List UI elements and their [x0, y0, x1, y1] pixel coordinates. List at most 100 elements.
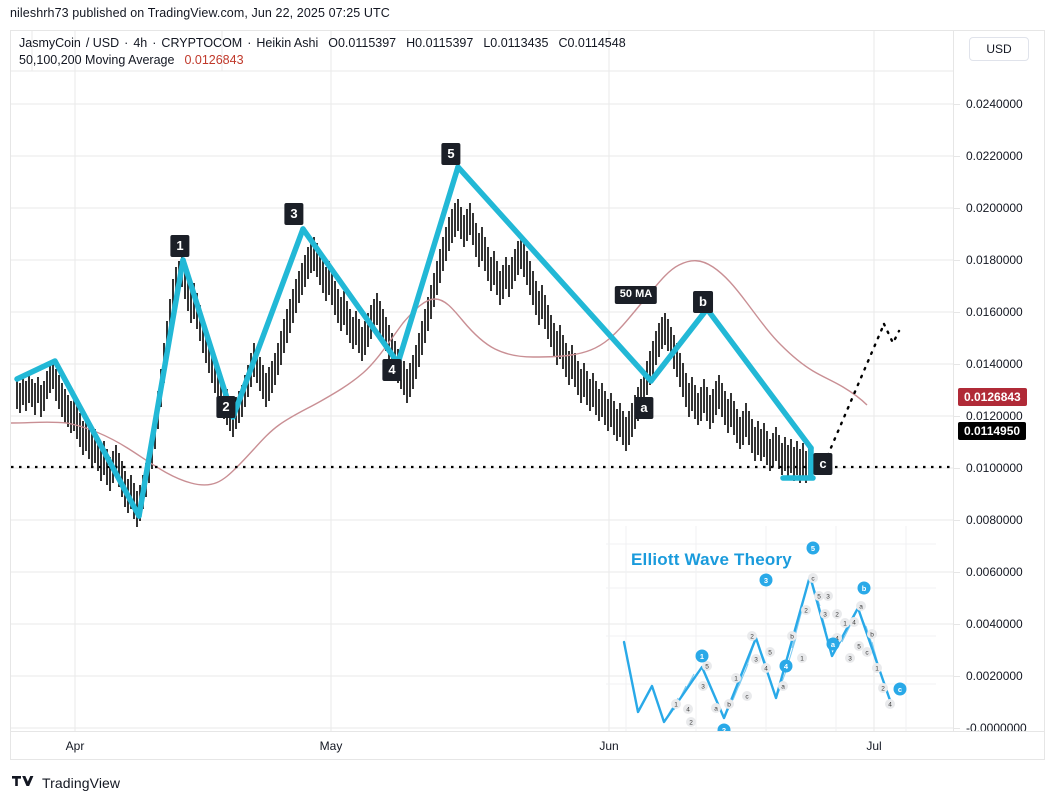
y-axis-label: 0.0100000 — [966, 461, 1023, 475]
chart-frame: JasmyCoin / USD · 4h · CRYPTOCOM · Heikin Ashi O… — [10, 30, 1045, 760]
x-axis-label: Jun — [599, 739, 619, 753]
wave-leg-2 — [180, 257, 236, 420]
published-byline: nileshrh73 published on TradingView.com,… — [10, 6, 390, 20]
svg-text:4: 4 — [835, 636, 839, 643]
y-tick — [954, 520, 960, 521]
tradingview-logo-icon — [12, 776, 36, 790]
elliott-wave-theory-inset: Elliott Wave Theory — [606, 526, 936, 731]
price-candles — [16, 199, 813, 527]
currency-badge[interactable]: USD — [969, 37, 1029, 61]
ma-price-tag[interactable]: 0.0126843 — [958, 388, 1027, 406]
wave-leg-4 — [300, 226, 401, 366]
projection-path — [819, 322, 901, 473]
svg-text:1: 1 — [800, 656, 804, 663]
inset-primary-labels: 1 2 3 4 5 a b c — [695, 541, 907, 731]
svg-text:b: b — [727, 702, 731, 709]
svg-text:2: 2 — [750, 634, 754, 641]
svg-text:2: 2 — [804, 608, 808, 615]
svg-text:2: 2 — [722, 726, 726, 731]
y-tick — [954, 364, 960, 365]
x-axis-label: Apr — [65, 739, 85, 753]
plot-area[interactable]: 1 2 3 4 5 a b c 50 MA Elliott Wave Theor… — [11, 31, 953, 731]
wave-leg-5 — [395, 164, 461, 366]
y-tick — [954, 416, 960, 417]
price-scale[interactable]: 0.0240000 0.0220000 0.0200000 0.0180000 … — [953, 31, 1044, 735]
time-scale[interactable]: Apr May Jun Jul — [11, 731, 1044, 759]
svg-text:b: b — [862, 584, 867, 593]
y-tick — [954, 156, 960, 157]
wave-label-1[interactable]: 1 — [170, 235, 190, 257]
x-axis-label: May — [319, 739, 343, 753]
wave-label-c[interactable]: c — [813, 453, 833, 475]
y-tick — [954, 260, 960, 261]
y-tick — [954, 624, 960, 625]
svg-text:3: 3 — [848, 656, 852, 663]
y-axis-label: 0.0160000 — [966, 305, 1023, 319]
svg-text:c: c — [898, 685, 902, 694]
inset-canvas: 12 34 5a b1 c2 34 5a b1 2c 53 32 41 43 5… — [606, 526, 936, 731]
y-axis-label: 0.0060000 — [966, 565, 1023, 579]
footer: TradingView — [12, 775, 120, 791]
svg-text:3: 3 — [701, 684, 705, 691]
svg-text:a: a — [859, 604, 863, 611]
wave-label-5[interactable]: 5 — [441, 143, 461, 165]
svg-text:3: 3 — [764, 576, 768, 585]
svg-text:2: 2 — [881, 686, 885, 693]
moving-average-line — [11, 260, 868, 486]
wave-leg-3 — [230, 226, 306, 420]
svg-text:5: 5 — [817, 594, 821, 601]
y-axis-label: 0.0200000 — [966, 201, 1023, 215]
wave-label-3[interactable]: 3 — [284, 203, 304, 225]
svg-text:a: a — [781, 684, 785, 691]
y-tick — [954, 468, 960, 469]
y-tick — [954, 676, 960, 677]
ma-label-50[interactable]: 50 MA — [614, 286, 658, 304]
tradingview-brand-label: TradingView — [42, 775, 121, 791]
wave-label-a[interactable]: a — [634, 397, 654, 419]
svg-text:3: 3 — [826, 594, 830, 601]
svg-text:4: 4 — [784, 662, 789, 671]
svg-text:1: 1 — [843, 621, 847, 628]
wave-label-2[interactable]: 2 — [216, 396, 236, 418]
last-price-tag[interactable]: 0.0114950 — [958, 422, 1027, 440]
svg-text:2: 2 — [835, 612, 839, 619]
svg-text:5: 5 — [705, 664, 709, 671]
svg-text:1: 1 — [674, 702, 678, 709]
svg-text:c: c — [811, 576, 815, 583]
svg-text:c: c — [865, 650, 869, 657]
svg-text:5: 5 — [768, 650, 772, 657]
svg-text:3: 3 — [823, 612, 827, 619]
y-tick — [954, 728, 960, 729]
y-axis-label: 0.0040000 — [966, 617, 1023, 631]
svg-text:a: a — [714, 706, 718, 713]
svg-text:c: c — [745, 694, 749, 701]
inset-sub-labels: 12 34 5a b1 c2 34 5a b1 2c 53 32 41 43 5… — [671, 573, 895, 727]
wave-c-arrow — [780, 445, 816, 481]
svg-text:1: 1 — [700, 652, 704, 661]
svg-text:4: 4 — [888, 702, 892, 709]
svg-text:2: 2 — [689, 720, 693, 727]
y-tick — [954, 104, 960, 105]
svg-text:5: 5 — [811, 544, 815, 553]
wave-label-b[interactable]: b — [693, 291, 713, 313]
y-axis-label: 0.0120000 — [966, 409, 1023, 423]
wave-leg-start — [14, 358, 142, 519]
svg-text:b: b — [870, 632, 874, 639]
y-axis-label: 0.0180000 — [966, 253, 1023, 267]
y-tick — [954, 208, 960, 209]
x-axis-label: Jul — [866, 739, 882, 753]
wave-leg-b — [648, 306, 710, 384]
svg-text:3: 3 — [754, 657, 758, 664]
y-axis-label: 0.0020000 — [966, 669, 1023, 683]
y-tick — [954, 572, 960, 573]
vertical-gridlines — [74, 31, 875, 731]
elliott-wave-overlay[interactable] — [14, 164, 816, 519]
wave-leg-c — [704, 306, 814, 451]
svg-text:b: b — [790, 634, 794, 641]
wave-label-4[interactable]: 4 — [382, 359, 402, 381]
svg-text:5: 5 — [857, 644, 861, 651]
wave-leg-1 — [136, 257, 186, 519]
y-axis-label: 0.0140000 — [966, 357, 1023, 371]
svg-text:1: 1 — [734, 676, 738, 683]
svg-text:4: 4 — [764, 666, 768, 673]
